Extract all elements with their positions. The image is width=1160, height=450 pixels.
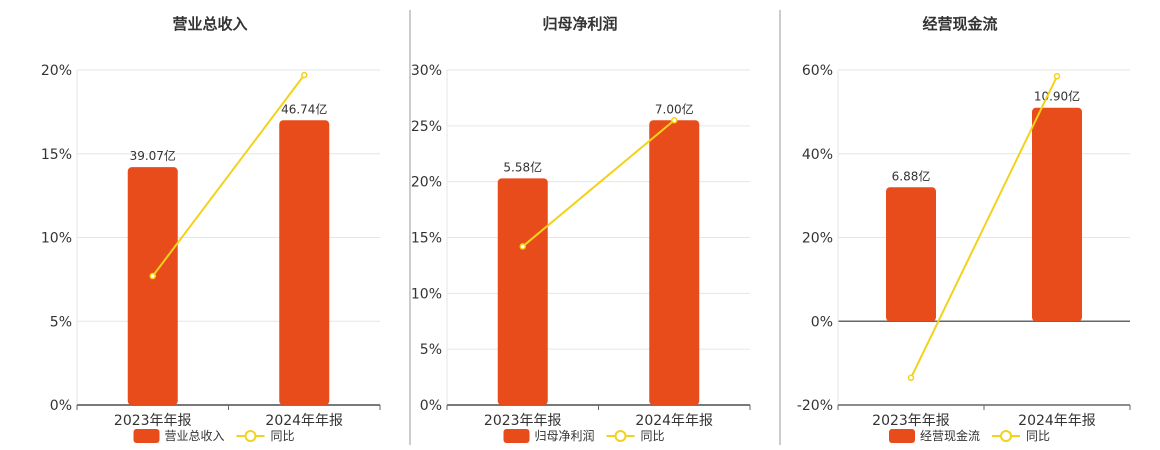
panel2-bar-2 [649, 120, 700, 405]
panel2-category-label-2: 2024年年报 [635, 413, 713, 429]
panel3-category-label-2: 2024年年报 [1018, 413, 1096, 429]
panel2-legend-bar-label: 归母净利润 [535, 429, 595, 443]
panel2-legend-line-marker [614, 430, 627, 442]
panel2-bar-1 [497, 178, 548, 405]
panel3-legend-line-marker [1000, 430, 1012, 442]
panel2-y-tick-label: 5% [420, 342, 442, 358]
panel2-bar-label-2: 7.00亿 [655, 101, 694, 116]
panel3-legend-bar-label: 经营现金流 [920, 428, 980, 443]
panel3-y-tick-label: 20% [802, 231, 833, 247]
panel3-title: 经营现金流 [922, 15, 997, 33]
panel3-y-tick-label: -20% [797, 398, 833, 414]
panel3-legend-bar-swatch [889, 429, 915, 443]
panel2-y-tick-label: 0% [420, 398, 442, 414]
panel1-legend-line-marker [244, 430, 257, 442]
panel1-bar-label-1: 39.07亿 [130, 148, 176, 163]
panel2-yoy-point-2 [671, 117, 678, 124]
panel1-legend-bar-label: 营业总收入 [165, 429, 225, 443]
panel3-bar-label-1: 6.88亿 [892, 168, 931, 183]
panel3-y-tick-label: 60% [802, 63, 833, 79]
panel3-y-tick-label: 40% [802, 147, 833, 163]
panel1-bar-label-2: 46.74亿 [281, 101, 327, 116]
panel1-bar-1 [127, 167, 178, 405]
panel3-yoy-point-1 [907, 374, 915, 382]
panel1-category-label-2: 2024年年报 [265, 413, 343, 429]
panel1-y-tick-label: 20% [41, 63, 72, 79]
panel1-y-tick-label: 0% [50, 398, 72, 414]
panel3-bar-1 [886, 187, 936, 322]
panel3-category-label-1: 2023年年报 [872, 413, 950, 429]
panel1-legend-bar-swatch [133, 429, 160, 443]
panel2-y-tick-label: 15% [411, 231, 442, 247]
panel1-y-tick-label: 5% [50, 314, 72, 330]
panel3-legend-line-label: 同比 [1026, 429, 1050, 443]
panel2-y-tick-label: 10% [411, 286, 442, 302]
panel1-yoy-point-1 [149, 272, 156, 280]
panel2-y-tick-label: 25% [411, 119, 442, 135]
panel2-y-tick-label: 30% [411, 63, 442, 79]
panel3-bar-2 [1032, 107, 1082, 322]
panel1-category-label-1: 2023年年报 [114, 413, 192, 429]
panel2-y-tick-label: 20% [411, 175, 442, 191]
panel3-yoy-point-2 [1053, 73, 1061, 80]
panel1-yoy-line [151, 74, 306, 277]
panel2-legend-line-label: 同比 [641, 429, 665, 443]
panel2-title: 归母净利润 [542, 15, 617, 33]
panel2-category-label-1: 2023年年报 [484, 413, 562, 429]
panel2-yoy-line [522, 119, 675, 248]
panel1-title: 营业总收入 [172, 15, 247, 33]
panel1-legend-line-label: 同比 [271, 429, 295, 443]
panel3-yoy-line [910, 75, 1058, 379]
panel3-bar-label-2: 10.90亿 [1034, 89, 1080, 104]
panel1-yoy-point-2 [301, 71, 308, 79]
panel2-bar-label-1: 5.58亿 [503, 159, 542, 174]
panel2-legend-bar-swatch [503, 429, 530, 443]
panel1-y-tick-label: 15% [41, 147, 72, 163]
panel3-y-tick-label: 0% [811, 314, 833, 330]
panel1-bar-2 [279, 120, 330, 405]
panel1-y-tick-label: 10% [41, 231, 72, 247]
panel2-yoy-point-1 [519, 243, 526, 250]
